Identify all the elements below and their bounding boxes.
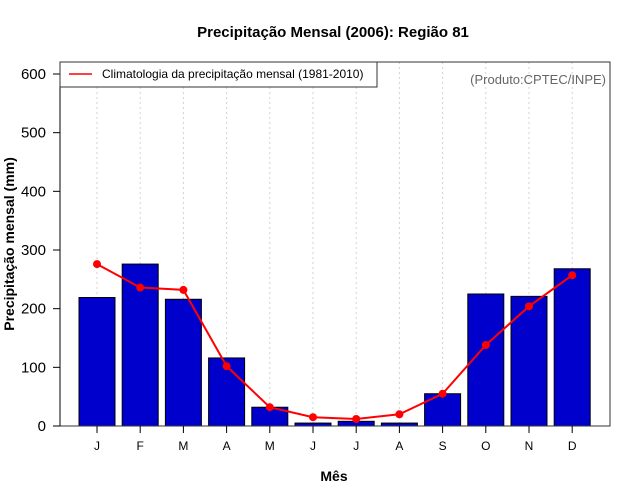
y-tick-label: 300 [21, 242, 46, 259]
bar [164, 298, 202, 427]
climatology-point [265, 403, 274, 412]
climatology-point [309, 413, 317, 422]
bar [78, 297, 116, 427]
y-tick-label: 100 [21, 359, 46, 376]
x-axis-label: Mês [320, 468, 347, 484]
x-tick-label: A [395, 439, 403, 453]
climatology-point [136, 283, 145, 292]
legend-entry-climatology: Climatologia da precipitação mensal (198… [102, 67, 363, 81]
climatology-line [96, 263, 573, 420]
climatology-point [352, 414, 361, 423]
climatology-line-group [93, 260, 577, 423]
x-tick-label: J [310, 439, 316, 453]
climatology-point [93, 260, 101, 269]
x-tick-label: M [178, 439, 188, 453]
y-tick-label: 400 [21, 183, 46, 200]
climatology-point [395, 410, 404, 419]
climatology-point [438, 389, 447, 398]
x-tick-label: J [353, 439, 359, 453]
legend: Climatologia da precipitação mensal (198… [59, 61, 378, 88]
x-tick-label: D [568, 439, 577, 453]
legend-box [59, 61, 378, 88]
x-tick-label: N [525, 439, 534, 453]
bar [208, 357, 246, 427]
bar [510, 295, 548, 427]
bar [553, 268, 591, 427]
climatology-point [481, 341, 490, 350]
x-tick-label: O [481, 439, 490, 453]
y-tick-label: 200 [21, 301, 46, 318]
credit-annotation: (Produto:CPTEC/INPE) [470, 72, 606, 87]
y-axis: 0 100 200 300 400 500 600 [21, 66, 61, 435]
climatology-point [525, 302, 533, 311]
chart-title: Precipitação Mensal (2006): Região 81 [197, 24, 469, 41]
climatology-point [568, 271, 577, 280]
x-tick-label: A [223, 439, 231, 453]
x-tick-label: J [94, 439, 100, 453]
y-axis-label: Precipitação mensal (mm) [1, 157, 17, 331]
x-tick-label: F [137, 439, 144, 453]
x-tick-label: M [265, 439, 275, 453]
climatology-point [179, 285, 188, 294]
x-tick-label: S [439, 439, 447, 453]
y-tick-label: 0 [38, 418, 46, 435]
y-tick-label: 600 [21, 66, 46, 83]
climatology-point [222, 362, 231, 371]
y-tick-label: 500 [21, 125, 46, 142]
grid-lines [96, 62, 573, 426]
bar [424, 393, 462, 427]
